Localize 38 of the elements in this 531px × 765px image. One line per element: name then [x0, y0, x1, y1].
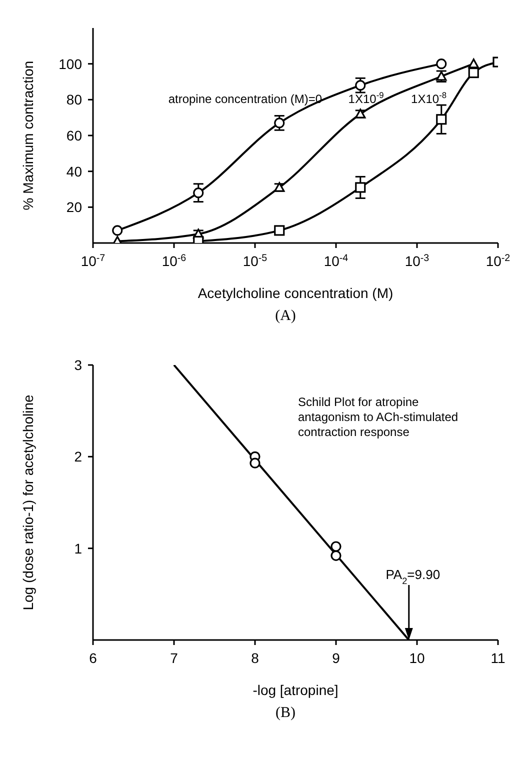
y-tick-label: 100	[58, 56, 82, 72]
point	[250, 458, 260, 468]
x-tick-label: 8	[251, 650, 260, 666]
x-tick-label: 6	[89, 650, 98, 666]
x-tick-label: 11	[490, 650, 506, 666]
y-tick-label: 3	[74, 357, 82, 373]
x-axis-title: -log [atropine]	[252, 682, 338, 698]
x-tick-label: 10$^{-7}$	[80, 252, 106, 269]
y-axis-title: % Maximum contraction	[20, 60, 36, 210]
x-tick-label: 10$^{-4}$	[324, 252, 349, 269]
ref-line-label: PA$_{2}$=9.90	[386, 567, 440, 586]
y-tick-label: 60	[66, 128, 82, 144]
annotation: Schild Plot for atropine antagonism to ACh-stimulated contraction response	[298, 395, 458, 440]
y-tick-label: 80	[66, 92, 82, 108]
series-label: 1X10$^{-9}$	[348, 90, 384, 106]
x-tick-label: 10$^{-5}$	[242, 252, 268, 269]
x-axis-title: Acetylcholine concentration (M)	[198, 285, 394, 301]
x-tick-label: 10$^{-2}$	[486, 252, 510, 269]
point	[112, 225, 123, 236]
x-tick-label: 10$^{-6}$	[162, 252, 187, 269]
point	[193, 188, 204, 198]
point	[355, 80, 366, 91]
series-label: 1X10$^{-8}$	[411, 90, 447, 106]
point	[274, 118, 285, 128]
y-tick-label: 40	[66, 163, 82, 180]
x-tick-label: 9	[332, 650, 340, 666]
x-tick-label: 7	[170, 650, 178, 666]
point	[436, 58, 447, 70]
x-tick-label: 10$^{-3}$	[404, 252, 430, 269]
text: (B)	[274, 705, 296, 722]
y-tick-label: 1	[74, 540, 82, 556]
text: (A)	[274, 308, 297, 325]
y-tick-label: 20	[66, 199, 82, 216]
y-axis-title: Log (dose ratio-1) for acetylcholine	[20, 394, 36, 610]
series-label: atropine concentration (M)=0	[168, 92, 322, 106]
y-tick-label: 2	[74, 448, 82, 465]
point	[330, 550, 342, 561]
x-tick-label: 10	[409, 650, 425, 666]
